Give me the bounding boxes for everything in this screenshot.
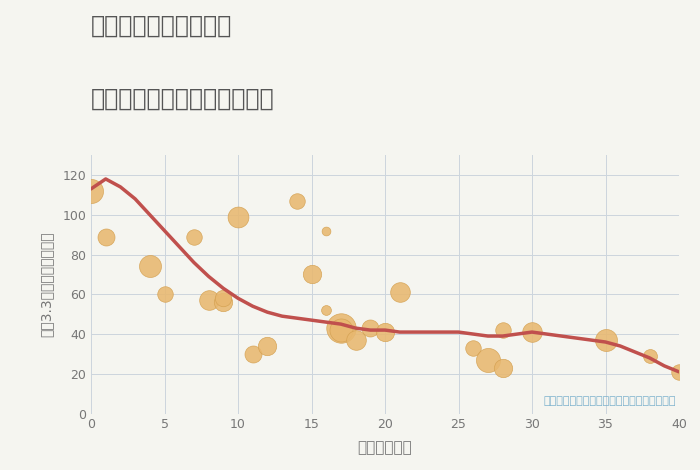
Point [600, 336, 611, 344]
Point [218, 295, 229, 302]
Point [321, 306, 332, 314]
Point [291, 197, 302, 204]
Point [85, 187, 97, 195]
Point [497, 326, 508, 334]
Point [188, 233, 199, 240]
Point [218, 298, 229, 306]
Point [644, 352, 655, 360]
Y-axis label: 平（3.3㎡）単価（万円）: 平（3.3㎡）単価（万円） [40, 232, 54, 337]
Text: 築年数別中古マンション価格: 築年数別中古マンション価格 [91, 87, 274, 111]
Text: 円の大きさは、取引のあった物件面積を示す: 円の大きさは、取引のあった物件面積を示す [544, 396, 676, 406]
Point [350, 336, 361, 344]
Point [100, 233, 111, 240]
Point [159, 290, 170, 298]
Point [144, 263, 155, 270]
Point [335, 326, 346, 334]
Point [247, 350, 258, 358]
Point [526, 329, 538, 336]
Point [365, 324, 376, 332]
Point [497, 364, 508, 372]
Text: 兵庫県姫路市元塩町の: 兵庫県姫路市元塩町の [91, 14, 232, 38]
Point [232, 213, 244, 220]
Point [394, 289, 405, 296]
Point [673, 368, 685, 376]
Point [306, 271, 317, 278]
Point [482, 356, 493, 364]
Point [203, 297, 214, 304]
Point [379, 329, 391, 336]
Point [335, 324, 346, 332]
Point [262, 342, 273, 350]
X-axis label: 築年数（年）: 築年数（年） [358, 440, 412, 455]
Point [468, 344, 479, 352]
Point [321, 227, 332, 235]
